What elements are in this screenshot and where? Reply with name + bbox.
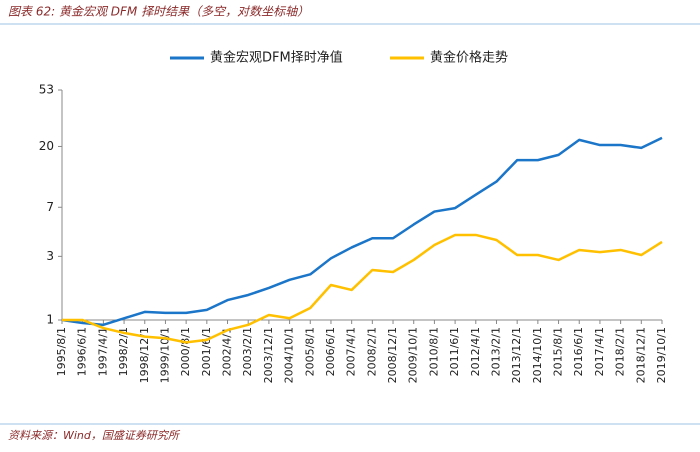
series-line	[61, 136, 663, 327]
x-tick-label: 1996/6/1	[76, 327, 89, 376]
x-tick-label: 2006/6/1	[324, 327, 337, 376]
x-tick-label: 2013/12/1	[510, 327, 523, 383]
chart-title: 图表 62: 黄金宏观 DFM 择时结果（多空，对数坐标轴）	[8, 5, 309, 19]
x-tick-label: 2002/4/1	[221, 327, 234, 376]
x-tick-label: 2013/2/1	[489, 327, 502, 376]
y-tick-label: 3	[46, 249, 54, 263]
x-tick-label: 2004/10/1	[283, 327, 296, 383]
y-tick-label: 1	[46, 313, 54, 327]
x-tick-label: 2005/8/1	[303, 327, 316, 376]
x-tick-label: 1995/8/1	[55, 327, 68, 376]
source-note: 资料来源：Wind，国盛证券研究所	[8, 429, 181, 442]
x-tick-label: 1997/4/1	[96, 327, 109, 376]
legend-label: 黄金价格走势	[430, 50, 508, 66]
x-tick-label: 2010/8/1	[427, 327, 440, 376]
x-tick-label: 2000/8/1	[179, 327, 192, 376]
x-tick-label: 1998/2/1	[117, 327, 130, 376]
series-line	[62, 233, 663, 344]
x-tick-label: 2018/2/1	[614, 327, 627, 376]
x-tick-label: 2007/4/1	[345, 327, 358, 376]
legend-label: 黄金宏观DFM择时净值	[210, 50, 343, 66]
y-tick-label: 53	[39, 83, 54, 97]
x-tick-label: 1998/12/1	[138, 327, 151, 383]
x-tick-label: 2012/4/1	[469, 327, 482, 376]
x-tick-label: 2003/12/1	[262, 327, 275, 383]
x-tick-label: 2017/4/1	[593, 327, 606, 376]
y-tick-label: 20	[39, 139, 54, 153]
x-tick-label: 2011/6/1	[448, 327, 461, 376]
x-tick-label: 2014/10/1	[531, 327, 544, 383]
x-tick-label: 2009/10/1	[407, 327, 420, 383]
x-tick-label: 2003/2/1	[241, 327, 254, 376]
x-tick-label: 2008/2/1	[365, 327, 378, 376]
x-tick-label: 2019/10/1	[655, 327, 668, 383]
x-tick-label: 2016/6/1	[572, 327, 585, 376]
x-tick-label: 2008/12/1	[386, 327, 399, 383]
x-tick-label: 2018/12/1	[634, 327, 647, 383]
x-tick-label: 2001/6/1	[200, 327, 213, 376]
y-tick-label: 7	[46, 200, 54, 214]
x-tick-label: 1999/10/1	[158, 327, 171, 383]
x-tick-label: 2015/8/1	[552, 327, 565, 376]
